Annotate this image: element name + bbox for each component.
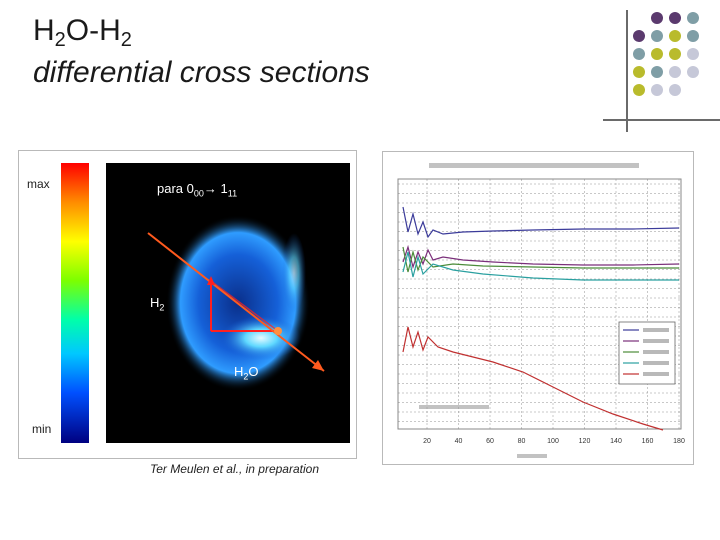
- legend-label-blurred: [643, 339, 669, 343]
- decorative-dot: [651, 66, 663, 78]
- h2o-label: H2O: [234, 364, 259, 382]
- decorative-dot: [687, 66, 699, 78]
- collision-axis-line: [147, 232, 325, 372]
- plot-gridlines: [398, 179, 681, 429]
- series-curve-3: [402, 246, 679, 273]
- decorative-dot: [633, 84, 645, 96]
- x-tick-label: 120: [579, 438, 591, 445]
- decorative-dot: [687, 30, 699, 42]
- colorbar-max-label: max: [27, 177, 50, 191]
- legend-label-blurred: [643, 361, 669, 365]
- plot-title-blurred: [429, 163, 639, 168]
- x-tick-label: 20: [423, 438, 431, 445]
- decorative-dot: [669, 48, 681, 60]
- decorative-dot: [651, 12, 663, 24]
- series-curve-2: [402, 244, 680, 270]
- citation-text: Ter Meulen et al., in preparation: [150, 462, 319, 476]
- transition-label: para 000→ 111: [157, 181, 238, 199]
- series-curve-1: [402, 206, 680, 239]
- center-of-mass-marker: [274, 327, 282, 335]
- velocity-map-svg: [106, 163, 350, 443]
- decorative-dot: [651, 48, 663, 60]
- decorative-dot: [633, 30, 645, 42]
- decorative-dot: [669, 66, 681, 78]
- slide-subtitle: differential cross sections: [33, 56, 370, 89]
- decorative-dot: [669, 30, 681, 42]
- scattering-hotspot: [221, 316, 301, 360]
- plot-frame: [397, 178, 682, 430]
- decorative-dot: [633, 66, 645, 78]
- x-tick-label: 60: [486, 438, 494, 445]
- decorative-vertical-line: [626, 10, 628, 132]
- decorative-horizontal-line: [603, 119, 720, 121]
- legend-label-blurred: [643, 350, 669, 354]
- decorative-dot: [687, 12, 699, 24]
- x-tick-label: 180: [673, 438, 685, 445]
- decorative-dot: [687, 48, 699, 60]
- x-tick-label: 40: [455, 438, 463, 445]
- x-tick-label: 80: [518, 438, 526, 445]
- x-tick-label: 160: [642, 438, 654, 445]
- decorative-dot: [633, 48, 645, 60]
- arrow-head-icon: [312, 360, 324, 371]
- series-curve-4: [402, 251, 679, 281]
- series-curve-5: [402, 326, 664, 431]
- decorative-dot: [669, 84, 681, 96]
- colorbar-min-label: min: [32, 422, 52, 436]
- cross-section-plot-panel: 20 40 60 80 100 120 140 160 180: [382, 151, 694, 465]
- legend-label-blurred: [643, 372, 669, 376]
- plot-footnote-blurred: [419, 405, 489, 409]
- velocity-map-image: [106, 163, 350, 443]
- decorative-dot: [669, 12, 681, 24]
- h2-label: H2: [150, 295, 165, 313]
- x-axis-label-blurred: [517, 454, 547, 458]
- legend-label-blurred: [643, 328, 669, 332]
- cross-section-plot: 20 40 60 80 100 120 140 160 180: [397, 163, 685, 458]
- intensity-colorbar: [61, 163, 89, 443]
- x-tick-label: 140: [610, 438, 622, 445]
- decorative-dot: [651, 84, 663, 96]
- x-tick-label: 100: [547, 438, 559, 445]
- slide-title: H2O-H2: [33, 14, 132, 51]
- decorative-dot: [651, 30, 663, 42]
